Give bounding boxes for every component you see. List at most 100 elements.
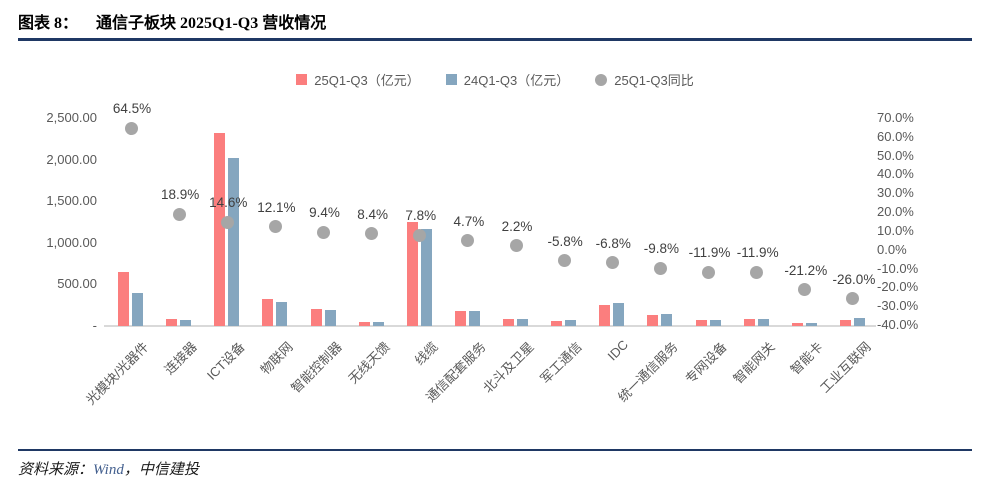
yoy-data-label: 18.9% (160, 187, 200, 203)
bar-25q1q3 (791, 323, 803, 326)
bar-25q1q3 (503, 318, 515, 326)
x-axis-label: 物联网 (257, 339, 297, 378)
bar-24q1q3 (517, 319, 529, 326)
yoy-dot (798, 283, 812, 297)
yoy-data-label: -5.8% (547, 233, 583, 249)
footer-rule (18, 449, 972, 451)
legend-label: 25Q1-Q3同比 (614, 73, 694, 88)
bar-25q1q3 (695, 320, 707, 326)
bar-24q1q3 (468, 311, 480, 326)
legend-label: 25Q1-Q3（亿元） (314, 73, 420, 88)
yoy-dot (605, 256, 619, 270)
bar-24q1q3 (853, 318, 865, 326)
bar-24q1q3 (709, 319, 721, 326)
right-axis-tick: 20.0% (877, 204, 914, 220)
yoy-dot (220, 215, 234, 229)
left-axis-tick: 500.00 (57, 276, 97, 292)
bar-24q1q3 (132, 293, 143, 326)
bar-24q1q3 (805, 322, 817, 326)
right-axis-tick: -40.0% (877, 317, 919, 332)
yoy-data-label: -21.2% (784, 262, 828, 278)
right-axis-tick: 50.0% (877, 147, 914, 163)
x-axis-label: 专网设备 (681, 339, 730, 387)
yoy-data-label: -11.9% (736, 245, 779, 261)
yoy-dot (702, 265, 716, 279)
yoy-dot (124, 121, 138, 135)
x-axis-label: 工业互联网 (817, 339, 874, 396)
x-axis-label: 光模块/光器件 (83, 339, 152, 408)
x-axis-label: 智能控制器 (287, 339, 345, 396)
x-axis-line (104, 325, 876, 327)
yoy-data-label: 64.5% (112, 101, 152, 117)
right-axis-tick: 40.0% (877, 166, 914, 182)
header-rule (18, 38, 972, 41)
bar-24q1q3 (324, 310, 336, 326)
right-axis-tick: 10.0% (877, 222, 914, 238)
yoy-data-label: 14.6% (209, 195, 248, 211)
yoy-data-label: -26.0% (832, 271, 876, 287)
bar-24q1q3 (420, 229, 432, 326)
source-wind: Wind (93, 462, 124, 478)
bar-25q1q3 (839, 320, 851, 326)
yoy-dot (750, 265, 764, 279)
bar-25q1q3 (454, 310, 466, 326)
source-note: 资料来源：Wind，中信建投 (18, 458, 199, 479)
bar-25q1q3 (214, 132, 226, 326)
yoy-data-label: -6.8% (595, 235, 631, 251)
left-axis-tick: - (92, 318, 97, 333)
legend-item-yoy: 25Q1-Q3同比 (595, 70, 694, 89)
yoy-data-label: -11.9% (688, 245, 731, 261)
right-axis-tick: -20.0% (877, 279, 919, 295)
bar-24q1q3 (757, 318, 769, 326)
yoy-dot (653, 261, 667, 275)
gray-circle-swatch-icon (595, 73, 608, 86)
blue-square-swatch-icon (445, 74, 457, 85)
right-axis-tick: -10.0% (877, 260, 919, 276)
bar-25q1q3 (310, 308, 322, 326)
right-axis-tick: -30.0% (877, 298, 919, 314)
left-axis-tick: 1,000.00 (46, 234, 97, 250)
bar-25q1q3 (118, 271, 129, 326)
yoy-dot (557, 254, 571, 268)
x-axis-label: 军工通信 (537, 339, 585, 387)
legend-item-25q: 25Q1-Q3（亿元） (296, 70, 420, 89)
yoy-data-label: 2.2% (501, 218, 533, 234)
bar-24q1q3 (372, 322, 384, 326)
x-axis-label: 北斗及卫星 (480, 339, 537, 396)
legend-label: 24Q1-Q3（亿元） (463, 73, 570, 88)
yoy-dot (461, 234, 475, 248)
bar-24q1q3 (228, 157, 240, 326)
x-axis-label: 智能网关 (730, 339, 778, 387)
bar-25q1q3 (166, 318, 178, 326)
bar-24q1q3 (180, 319, 192, 326)
source-rest: ，中信建投 (123, 462, 199, 478)
yoy-data-label: 12.1% (257, 199, 296, 215)
x-axis-label: 无线天馈 (344, 339, 393, 387)
bar-25q1q3 (647, 314, 659, 326)
bar-25q1q3 (743, 319, 755, 326)
yoy-dot (317, 225, 331, 239)
bar-24q1q3 (661, 313, 673, 326)
bar-24q1q3 (613, 303, 625, 326)
yoy-data-label: 8.4% (357, 206, 389, 222)
yoy-dot (365, 227, 379, 241)
x-axis-label: ICT设备 (204, 339, 248, 383)
x-axis-label: 智能卡 (787, 339, 826, 378)
x-axis-label: 线缆 (411, 339, 441, 369)
left-axis-tick: 1,500.00 (46, 193, 97, 209)
x-axis-label: 连接器 (161, 339, 200, 378)
bar-25q1q3 (262, 298, 274, 326)
yoy-data-label: 7.8% (405, 208, 437, 224)
right-axis-tick: 60.0% (877, 128, 914, 144)
figure-header: 图表 8： 通信子板块 2025Q1-Q3 营收情况 (18, 9, 326, 33)
yoy-dot (509, 239, 523, 253)
bar-24q1q3 (276, 301, 288, 326)
right-axis-tick: 30.0% (877, 185, 914, 201)
yoy-dot (846, 292, 860, 306)
left-axis-tick: 2,000.00 (46, 151, 97, 167)
chart-legend: 25Q1-Q3（亿元） 24Q1-Q3（亿元） 25Q1-Q3同比 (0, 70, 990, 89)
right-axis-tick: 0.0% (877, 241, 907, 257)
yoy-dot (268, 220, 282, 234)
